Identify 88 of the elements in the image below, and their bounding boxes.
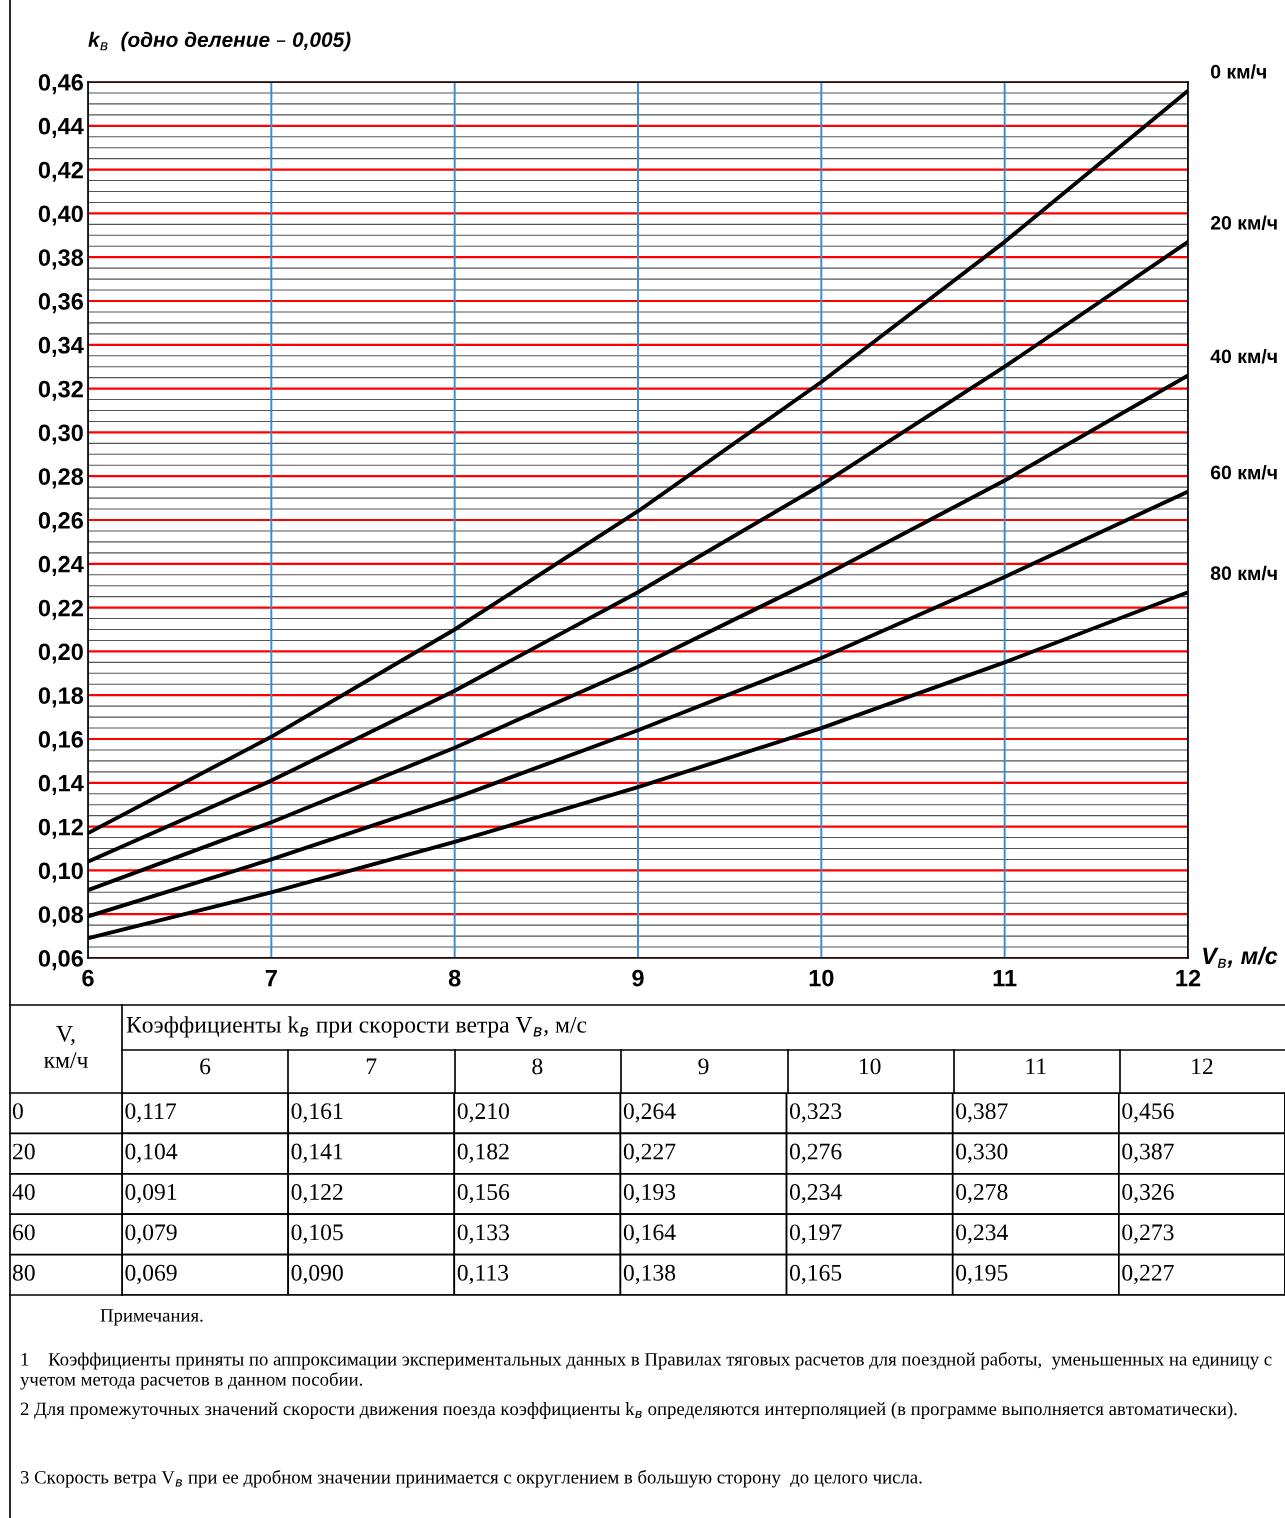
x-tick-label: 11 <box>1026 1058 1046 1075</box>
x-axis-title: V$_{в}$, м/с <box>1203 946 1278 968</box>
data-label: 0,195 <box>956 1264 1008 1285</box>
data-label: 0,276 <box>789 1143 842 1163</box>
y-tick-label: 0,32 <box>38 380 83 401</box>
y-tick-label: 0,46 <box>38 74 83 95</box>
x-tick-label: 9 <box>632 969 644 987</box>
data-label: 0,113 <box>457 1264 509 1285</box>
x-tick-label: 6 <box>200 1058 211 1075</box>
data-label: 0,273 <box>1122 1224 1174 1244</box>
y-tick-label: 20 <box>13 1143 35 1160</box>
data-label: 0,456 <box>1122 1103 1174 1123</box>
data-label: 0,161 <box>291 1103 343 1123</box>
y-tick-label: 60 <box>13 1224 35 1241</box>
x-tick-label: 8 <box>448 969 461 987</box>
x-tick-label: 7 <box>265 969 277 987</box>
y-tick-label: 0,42 <box>38 161 83 182</box>
y-tick-label: 0,40 <box>38 205 83 226</box>
x-tick-label: 10 <box>859 1058 881 1075</box>
x-tick-label: 9 <box>698 1058 709 1075</box>
y-tick-label: 0,28 <box>38 468 84 489</box>
data-label: 0,278 <box>956 1183 1008 1204</box>
y-tick-label: 80 <box>12 1264 35 1281</box>
y-tick-label: 0,38 <box>38 249 84 270</box>
text: Примечания. <box>100 1309 203 1326</box>
y-tick-label: 0,10 <box>38 862 83 883</box>
x-tick-label: 8 <box>532 1058 543 1075</box>
x-tick-label: 7 <box>366 1058 377 1075</box>
text: 3 Скорость ветра V$_{в}$ при ее дробном значении принимается с округлением в большую сторону до целого числа. <box>20 1470 922 1488</box>
y-tick-label: 0,06 <box>38 950 83 971</box>
data-label: 0,141 <box>291 1143 343 1163</box>
y-tick-label: 0 <box>12 1103 23 1120</box>
data-label: 0,193 <box>623 1183 676 1204</box>
data-label: 0,330 <box>956 1143 1008 1163</box>
data-label: 0,138 <box>623 1264 676 1285</box>
data-label: 0,387 <box>956 1103 1008 1123</box>
data-label: 0,227 <box>1122 1264 1174 1285</box>
y-tick-label: 0,14 <box>38 774 84 796</box>
text: 1 Коэффициенты приняты по аппроксимации экспериментальных данных в Правилах тяговых расчетов для поездной работы, уменьшенных на единицу с учетом метода расчетов в данном пособии. <box>20 1352 1272 1390</box>
y-tick-label: 0,16 <box>38 731 83 752</box>
x-tick-label: 12 <box>1192 1058 1213 1075</box>
x-tick-label: 12 <box>1176 969 1201 987</box>
data-label: 0,234 <box>956 1224 1008 1244</box>
y-tick-label: 0,12 <box>38 818 83 839</box>
series-label: 60 км/ч <box>1210 465 1277 480</box>
data-label: 0,165 <box>789 1264 842 1285</box>
y-tick-label: 0,08 <box>38 906 84 927</box>
data-label: 0,105 <box>291 1224 343 1244</box>
y-tick-label: 40 <box>12 1183 35 1200</box>
data-label: 0,182 <box>457 1143 509 1163</box>
y-tick-label: 0,18 <box>38 687 84 708</box>
y-axis-title: V, км/ч <box>44 1026 88 1069</box>
data-label: 0,079 <box>125 1224 177 1244</box>
x-tick-label: 6 <box>82 969 94 987</box>
series-label: 80 км/ч <box>1210 565 1277 581</box>
data-label: 0,234 <box>789 1183 842 1204</box>
y-axis-title: k$_{в}$ (одно деление – 0,005) <box>88 31 351 52</box>
x-tick-label: 10 <box>809 969 834 987</box>
y-tick-label: 0,36 <box>38 293 83 314</box>
data-label: 0,122 <box>291 1183 343 1204</box>
y-tick-label: 0,26 <box>38 512 83 533</box>
data-label: 0,133 <box>457 1224 509 1244</box>
series-label: 0 км/ч <box>1210 64 1266 79</box>
data-label: 0,117 <box>125 1103 177 1123</box>
data-label: 0,326 <box>1122 1183 1174 1204</box>
data-label: 0,091 <box>125 1183 177 1204</box>
data-label: 0,227 <box>623 1143 676 1163</box>
x-tick-label: 11 <box>993 969 1017 987</box>
data-label: 0,197 <box>789 1224 842 1244</box>
data-label: 0,387 <box>1122 1143 1174 1163</box>
data-label: 0,164 <box>623 1224 676 1244</box>
data-label: 0,069 <box>125 1264 177 1285</box>
y-tick-label: 0,44 <box>38 117 84 139</box>
y-tick-label: 0,20 <box>38 643 83 664</box>
series-label: 40 км/ч <box>1210 349 1277 364</box>
data-label: 0,210 <box>457 1103 509 1123</box>
chart-title: Коэффициенты k$_{в}$ при скорости ветра V$_{в}$, м/с <box>126 1016 587 1038</box>
y-tick-label: 0,34 <box>38 336 84 358</box>
data-label: 0,323 <box>789 1103 842 1123</box>
data-label: 0,104 <box>125 1143 178 1163</box>
text: 2 Для промежуточных значений скорости движения поезда коэффициенты k$_{в}$ определяются интерполяцией (в программе выполняется автоматически). <box>20 1402 1237 1420</box>
data-label: 0,264 <box>623 1103 676 1123</box>
data-label: 0,090 <box>291 1264 343 1285</box>
data-label: 0,156 <box>457 1183 510 1204</box>
y-tick-label: 0,30 <box>38 424 83 445</box>
y-tick-label: 0,22 <box>38 599 83 620</box>
series-label: 20 км/ч <box>1210 215 1277 230</box>
y-tick-label: 0,24 <box>38 555 84 577</box>
